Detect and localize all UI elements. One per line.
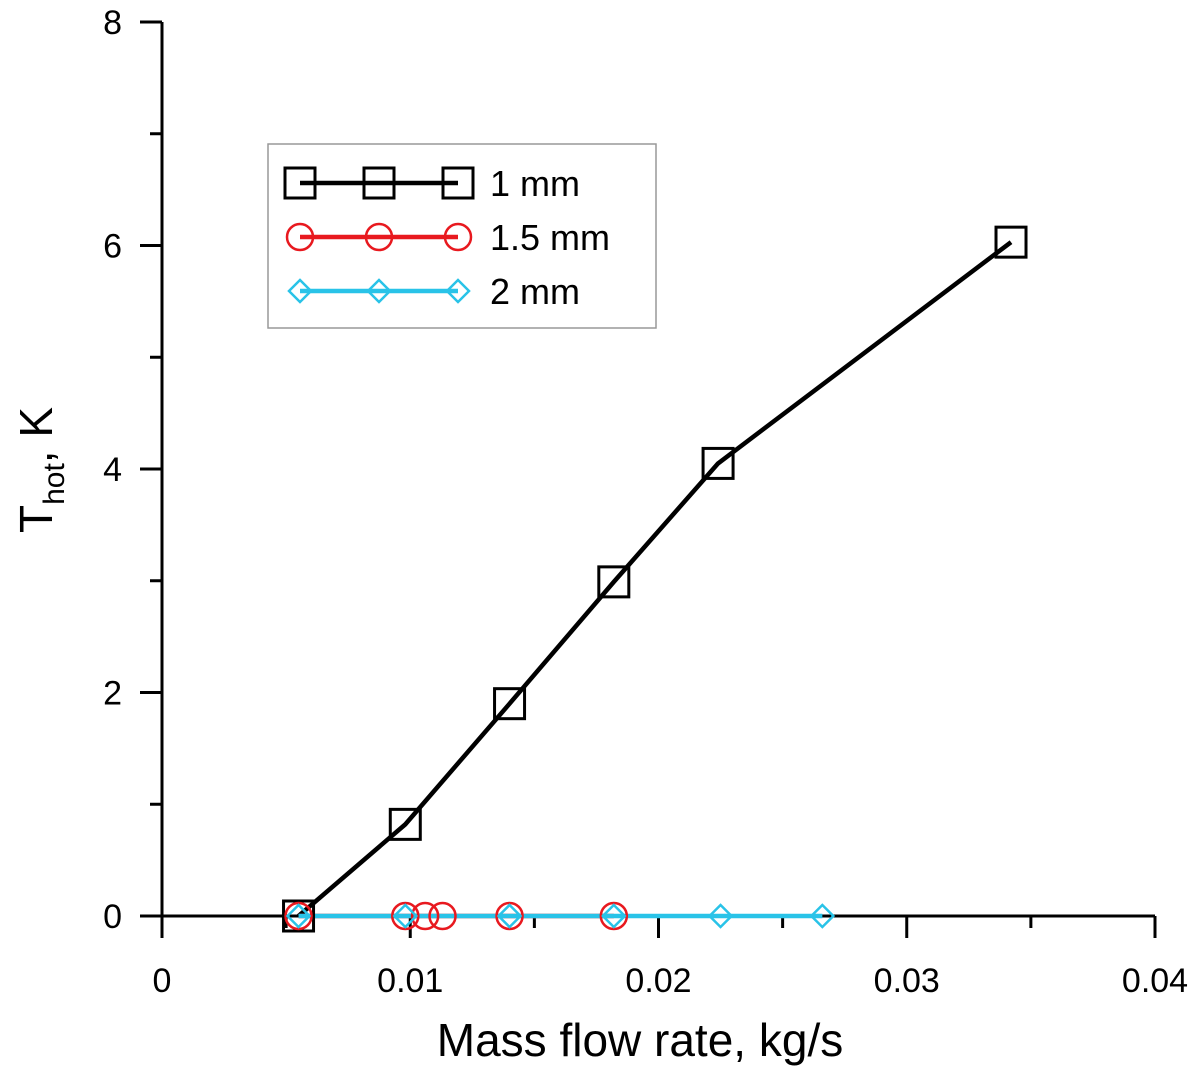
legend-marker-circle bbox=[285, 222, 315, 252]
data-point-diamond bbox=[809, 903, 836, 929]
y-tick-label: 8 bbox=[103, 4, 122, 42]
x-tick-label: 0.02 bbox=[625, 962, 691, 1000]
legend-marker-diamond bbox=[366, 278, 392, 304]
y-axis-title-unit: , K bbox=[10, 407, 62, 464]
data-point-circle bbox=[410, 901, 440, 931]
data-point-square bbox=[701, 446, 735, 480]
data-point-diamond bbox=[601, 903, 627, 929]
legend-marker-circle bbox=[443, 222, 473, 252]
legend-marker-circle bbox=[364, 222, 394, 252]
data-point-circle bbox=[284, 901, 313, 931]
data-point-circle bbox=[599, 901, 629, 931]
y-tick-label: 6 bbox=[103, 228, 122, 266]
data-point-diamond bbox=[496, 903, 523, 929]
legend-label: 2 mm bbox=[490, 271, 580, 312]
svg-text:Thot, K: Thot, K bbox=[10, 407, 71, 533]
series-markers bbox=[282, 225, 1028, 933]
data-point-square bbox=[597, 565, 631, 599]
data-point-diamond bbox=[707, 903, 734, 929]
series-line bbox=[297, 240, 1013, 918]
data-point-circle bbox=[428, 901, 457, 931]
data-point-circle bbox=[495, 901, 524, 931]
legend-label: 1.5 mm bbox=[490, 217, 610, 258]
y-tick-label: 0 bbox=[103, 898, 122, 936]
x-tick-label: 0.03 bbox=[874, 962, 940, 1000]
x-tick-label: 0.04 bbox=[1122, 962, 1188, 1000]
y-axis-title-main: T bbox=[10, 505, 62, 533]
series-lines bbox=[297, 240, 1013, 919]
legend-marker-diamond bbox=[445, 278, 471, 304]
y-axis-title-sub: hot bbox=[38, 463, 71, 505]
legend-label: 1 mm bbox=[490, 163, 580, 204]
legend-marker-square bbox=[362, 166, 396, 200]
x-axis-title: Mass flow rate, kg/s bbox=[437, 1014, 843, 1066]
legend-marker-square bbox=[283, 166, 317, 200]
data-point-diamond bbox=[392, 903, 419, 929]
x-tick-label: 0 bbox=[153, 962, 172, 1000]
data-point-diamond bbox=[285, 903, 312, 929]
data-point-square bbox=[282, 899, 316, 933]
data-point-square bbox=[994, 225, 1028, 259]
tick-labels: 0 0.01 0.02 0.03 0.04 0 2 4 6 8 bbox=[103, 4, 1188, 1000]
data-point-square bbox=[493, 687, 527, 721]
data-point-circle bbox=[391, 901, 420, 931]
ticks bbox=[140, 20, 1157, 938]
y-axis-title: Thot, K bbox=[10, 407, 71, 533]
y-tick-label: 4 bbox=[103, 451, 122, 489]
legend-marker-square bbox=[441, 166, 475, 200]
legend: 1 mm 1.5 mm 2 mm bbox=[267, 143, 657, 329]
y-tick-label: 2 bbox=[103, 675, 122, 713]
data-point-square bbox=[388, 807, 422, 841]
legend-marker-diamond bbox=[287, 278, 313, 304]
x-tick-label: 0.01 bbox=[377, 962, 443, 1000]
